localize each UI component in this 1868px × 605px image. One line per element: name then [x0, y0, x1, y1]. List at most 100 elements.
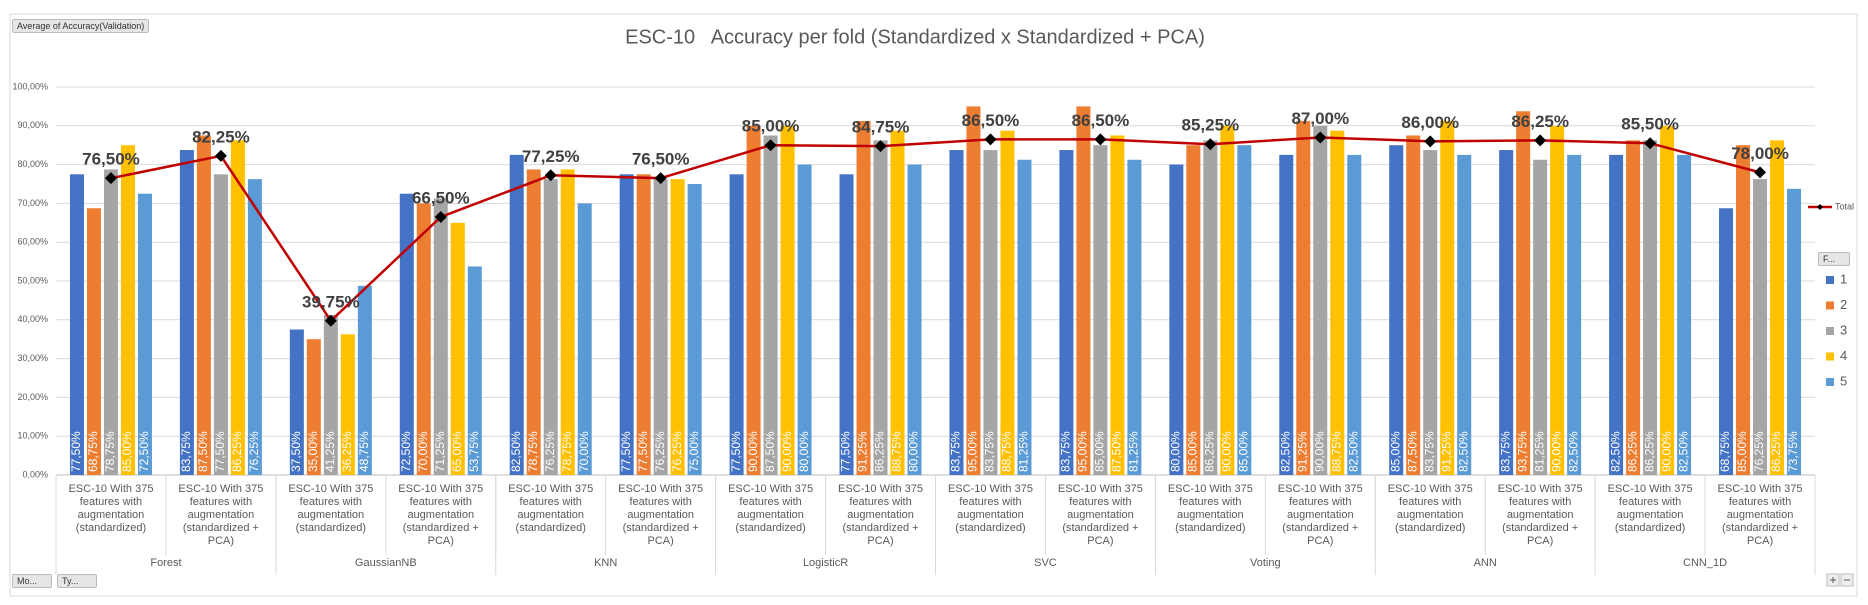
- total-label: 85,25%: [1182, 116, 1240, 135]
- legend-swatch: [1826, 301, 1834, 310]
- total-marker: [1314, 131, 1327, 144]
- bar: [1296, 120, 1311, 475]
- bar: [1093, 145, 1108, 475]
- data-label: 90,00%: [1659, 431, 1673, 472]
- data-label: 81,25%: [1017, 431, 1031, 472]
- legend-swatch: [1826, 378, 1834, 386]
- data-label: 86,25%: [873, 431, 887, 472]
- total-label: 76,50%: [632, 150, 690, 169]
- bar: [467, 266, 482, 475]
- bar: [763, 135, 778, 475]
- x-tick-label: ESC-10 With 375 features with augmentati…: [1497, 483, 1583, 547]
- data-label: 86,25%: [1642, 431, 1656, 472]
- bar: [323, 314, 338, 475]
- axis-field-button[interactable]: Mo...: [12, 574, 52, 588]
- bar: [1000, 130, 1015, 475]
- bar: [1186, 145, 1201, 475]
- total-marker: [984, 133, 997, 146]
- data-label: 86,25%: [1203, 431, 1217, 472]
- data-label: 78,75%: [560, 431, 574, 472]
- bar: [619, 174, 634, 476]
- zoom-buttons[interactable]: [1826, 573, 1854, 587]
- legend-swatch: [1826, 352, 1834, 361]
- bar: [1406, 135, 1421, 475]
- data-label: 82,50%: [509, 431, 523, 472]
- group-label: CNN_1D: [1683, 557, 1727, 569]
- data-label: 86,25%: [230, 431, 244, 472]
- bar: [636, 174, 651, 476]
- total-marker: [874, 140, 887, 153]
- bar: [416, 203, 431, 475]
- y-tick-label: 20,00%: [17, 392, 48, 402]
- bar: [746, 125, 761, 476]
- total-marker: [104, 172, 117, 185]
- bar: [86, 208, 101, 475]
- data-label: 77,50%: [619, 431, 633, 472]
- x-tick-label: ESC-10 With 375 features with augmentati…: [68, 483, 154, 534]
- data-label: 90,00%: [746, 431, 760, 472]
- legend-filter-button[interactable]: F...: [1818, 252, 1850, 266]
- bar: [1110, 135, 1125, 475]
- data-label: 78,75%: [103, 431, 117, 472]
- data-label: 65,00%: [450, 431, 464, 472]
- data-label: 95,00%: [1076, 431, 1090, 472]
- bar: [399, 193, 414, 475]
- data-label: 76,25%: [247, 431, 261, 472]
- data-label: 80,00%: [797, 431, 811, 472]
- bar: [1059, 150, 1074, 476]
- bar: [1567, 154, 1582, 475]
- data-label: 87,50%: [763, 431, 777, 472]
- total-marker: [1644, 137, 1657, 150]
- data-label: 68,75%: [1718, 431, 1732, 472]
- x-tick-label: ESC-10 With 375 features with augmentati…: [1277, 483, 1363, 547]
- data-label: 86,25%: [1769, 431, 1783, 472]
- bar: [1017, 159, 1032, 475]
- x-tick-label: ESC-10 With 375 features with augmentati…: [1717, 483, 1803, 547]
- data-label: 72,50%: [399, 431, 413, 472]
- y-tick-label: 40,00%: [17, 314, 48, 324]
- total-marker: [214, 149, 227, 162]
- data-label: 88,75%: [1329, 431, 1343, 472]
- data-label: 83,75%: [1498, 431, 1512, 472]
- bar: [247, 179, 262, 475]
- group-label: LogisticR: [803, 557, 848, 569]
- bar: [949, 150, 964, 476]
- bar: [543, 179, 558, 475]
- bar: [856, 120, 871, 475]
- x-tick-label: ESC-10 With 375 features with augmentati…: [947, 483, 1033, 534]
- bar: [653, 179, 668, 475]
- legend-swatch: [1826, 327, 1834, 335]
- total-marker: [544, 169, 557, 182]
- data-label: 90,00%: [1549, 431, 1563, 472]
- data-label: 48,75%: [357, 431, 371, 472]
- legend-label: 3: [1840, 322, 1847, 337]
- bar: [1203, 140, 1218, 475]
- data-label: 77,50%: [213, 431, 227, 472]
- total-label: 78,00%: [1731, 144, 1789, 163]
- bar: [196, 135, 211, 475]
- bar: [213, 174, 228, 476]
- bar: [179, 150, 194, 476]
- y-tick-label: 10,00%: [17, 431, 48, 441]
- data-label: 81,25%: [1532, 431, 1546, 472]
- x-tick-label: ESC-10 With 375 features with augmentati…: [1057, 483, 1143, 547]
- data-label: 82,50%: [1566, 431, 1580, 472]
- axis-field-button[interactable]: Ty...: [57, 574, 97, 588]
- legend-label: 2: [1840, 297, 1847, 312]
- field-button[interactable]: Average of Accuracy(Validation): [12, 19, 150, 33]
- data-label: 93,75%: [1515, 431, 1529, 472]
- bar: [1770, 140, 1785, 475]
- total-marker: [1204, 138, 1217, 151]
- data-label: 91,25%: [856, 431, 870, 472]
- total-label: 84,75%: [852, 118, 910, 137]
- bar: [873, 140, 888, 475]
- x-tick-label: ESC-10 With 375 features with augmentati…: [728, 483, 814, 534]
- total-label: 87,00%: [1291, 109, 1349, 128]
- legend-marker: [1817, 204, 1823, 210]
- bar: [1330, 130, 1345, 475]
- bar: [797, 164, 812, 475]
- data-label: 90,00%: [780, 431, 794, 472]
- y-tick-label: 60,00%: [17, 237, 48, 247]
